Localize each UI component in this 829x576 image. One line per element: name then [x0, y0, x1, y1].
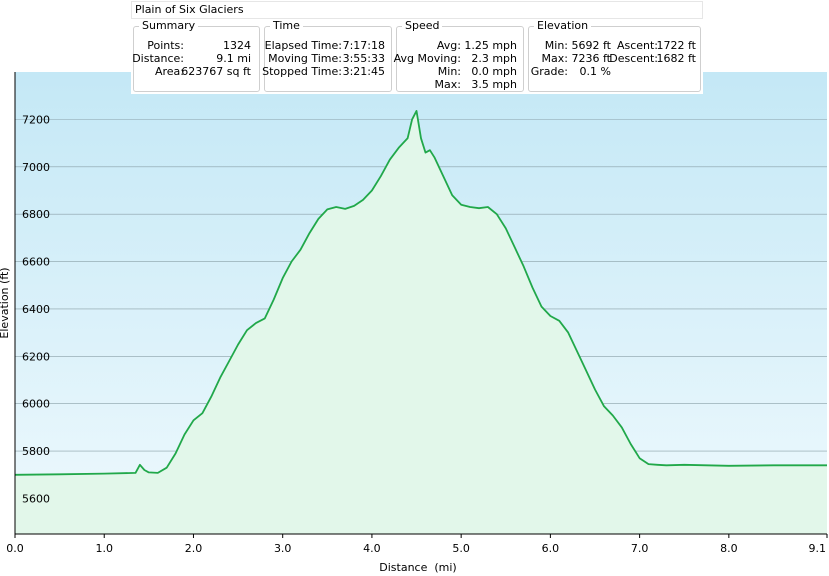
summary-points-label: Points: [147, 39, 184, 52]
summary-area-value: 623767 sq ft [181, 65, 251, 78]
elevation-title: Elevation [534, 19, 592, 33]
speed-group: Speed Avg: 1.25 mph Avg Moving: 2.3 mph … [393, 19, 524, 92]
time-elapsed-value: 7:17:18 [342, 39, 385, 52]
elevation-profile-line [14, 110, 827, 476]
x-tick-label-4: 4.0 [363, 542, 381, 555]
y-tick-label-6200: 6200 [22, 350, 50, 363]
y-tick-label-7200: 7200 [22, 113, 50, 126]
x-tick-label-8: 8.0 [720, 542, 738, 555]
speed-min-value: 0.0 mph [471, 65, 517, 78]
x-tick-label-2: 2.0 [185, 542, 203, 555]
summary-area-label: Area: [154, 65, 184, 78]
speed-title: Speed [402, 19, 443, 33]
y-axis-ticks: 5600 5800 6000 6200 6400 6600 6800 7000 7200 [22, 113, 50, 505]
time-stopped-label: Stopped Time: [262, 65, 342, 78]
elevation-ascent-label: Ascent: [616, 39, 658, 52]
speed-min-label: Min: [437, 65, 461, 78]
elevation-grade-label: Grade: [530, 65, 568, 78]
elevation-area-fill [15, 110, 827, 535]
summary-points-value: 1324 [223, 39, 251, 52]
x-tick-label-5: 5.0 [452, 542, 470, 555]
x-axis-label: Distance (mi) [379, 561, 456, 574]
time-moving-label: Moving Time: [268, 52, 342, 65]
summary-title: Summary [139, 19, 199, 33]
x-tick-label-3: 3.0 [274, 542, 292, 555]
y-tick-label-5800: 5800 [22, 445, 50, 458]
speed-avg-moving-value: 2.3 mph [471, 52, 517, 65]
elevation-max-value: 7236 ft [571, 52, 611, 65]
track-title: Plain of Six Glaciers [131, 1, 703, 19]
speed-avg-moving-label: Avg Moving: [393, 52, 461, 65]
elevation-group: Elevation Min: 5692 ft Ascent: 1722 ft M… [528, 19, 701, 92]
x-tick-label-0: 0.0 [6, 542, 24, 555]
time-title: Time [270, 19, 303, 33]
y-tick-label-5600: 5600 [22, 492, 50, 505]
speed-avg-value: 1.25 mph [464, 39, 517, 52]
time-elapsed-label: Elapsed Time: [264, 39, 342, 52]
x-tick-label-1: 1.0 [95, 542, 113, 555]
elevation-grade-value: 0.1 % [579, 65, 611, 78]
summary-distance-value: 9.1 mi [216, 52, 251, 65]
x-tick-label-6: 6.0 [542, 542, 560, 555]
time-moving-value: 3:55:33 [342, 52, 385, 65]
y-tick-label-7000: 7000 [22, 161, 50, 174]
y-tick-label-6400: 6400 [22, 303, 50, 316]
speed-avg-label: Avg: [436, 39, 461, 52]
elevation-ascent-value: 1722 ft [656, 39, 696, 52]
elevation-max-label: Max: [541, 52, 568, 65]
speed-max-label: Max: [434, 78, 461, 91]
x-axis-ticks: 0.0 1.0 2.0 3.0 4.0 5.0 6.0 7.0 8.0 9.1 [6, 534, 828, 555]
time-stopped-value: 3:21:45 [342, 65, 385, 78]
summary-group: Summary Points: 1324 Distance: 9.1 mi Ar… [132, 19, 260, 92]
time-group: Time Elapsed Time: 7:17:18 Moving Time: … [262, 19, 392, 92]
x-tick-label-7: 7.0 [631, 542, 649, 555]
y-tick-label-6800: 6800 [22, 208, 50, 221]
elevation-descent-label: Descent: [609, 52, 658, 65]
y-axis-label: Elevation (ft) [0, 267, 11, 338]
x-tick-label-9: 9.1 [809, 542, 827, 555]
speed-max-value: 3.5 mph [471, 78, 517, 91]
elevation-min-value: 5692 ft [571, 39, 611, 52]
stats-panel: Summary Points: 1324 Distance: 9.1 mi Ar… [131, 19, 703, 94]
y-tick-label-6600: 6600 [22, 256, 50, 269]
summary-distance-label: Distance: [132, 52, 184, 65]
elevation-descent-value: 1682 ft [656, 52, 696, 65]
elevation-min-label: Min: [544, 39, 568, 52]
y-tick-label-6000: 6000 [22, 398, 50, 411]
